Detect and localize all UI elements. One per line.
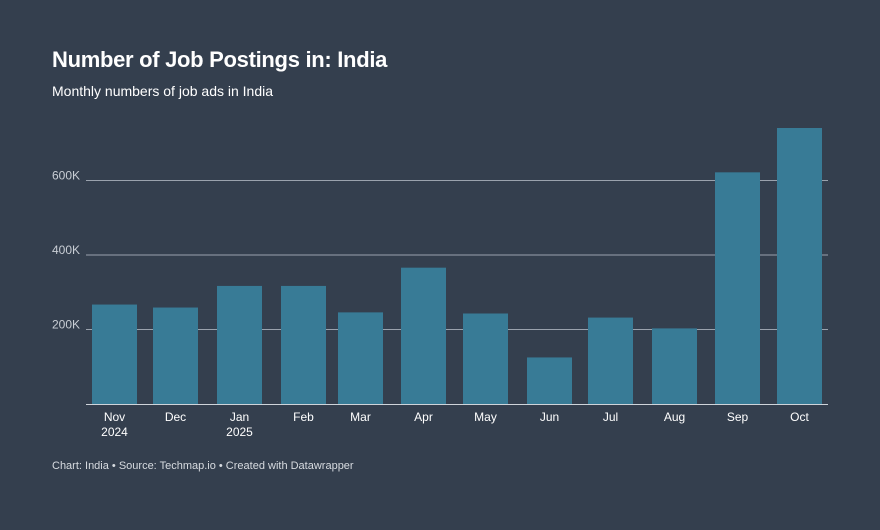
bar-aug [652, 328, 697, 404]
x-tick-label-dec: Dec [165, 410, 186, 424]
x-tick-label-sep: Sep [727, 410, 749, 424]
y-tick-label-400k: 400K [52, 243, 80, 257]
x-tick-label-jan: Jan 2025 [226, 410, 253, 439]
bar-mar [338, 312, 383, 404]
x-tick-label-jun: Jun [540, 410, 559, 424]
x-tick-label-oct: Oct [790, 410, 809, 424]
x-tick-label-nov: Nov 2024 [101, 410, 128, 439]
bar-sep [715, 172, 760, 404]
y-tick-label-600k: 600K [52, 169, 80, 183]
x-tick-label-mar: Mar [350, 410, 371, 424]
bar-jul [588, 317, 633, 404]
chart-subtitle: Monthly numbers of job ads in India [52, 83, 274, 99]
chart-footer: Chart: India • Source: Techmap.io • Crea… [52, 460, 354, 472]
bar-apr [401, 267, 446, 404]
x-tick-label-jul: Jul [603, 410, 618, 424]
x-tick-label-apr: Apr [414, 410, 433, 424]
bar-oct [777, 128, 822, 404]
y-tick-label-200k: 200K [52, 318, 80, 332]
bar-jan [217, 285, 262, 404]
x-tick-label-may: May [474, 410, 497, 424]
bar-nov [92, 304, 137, 404]
bar-dec [153, 307, 198, 404]
bar-may [463, 313, 508, 404]
x-tick-label-aug: Aug [664, 410, 685, 424]
chart-title: Number of Job Postings in: India [52, 47, 388, 72]
bar-feb [281, 285, 326, 404]
x-tick-label-feb: Feb [293, 410, 314, 424]
bar-jun [527, 357, 572, 404]
